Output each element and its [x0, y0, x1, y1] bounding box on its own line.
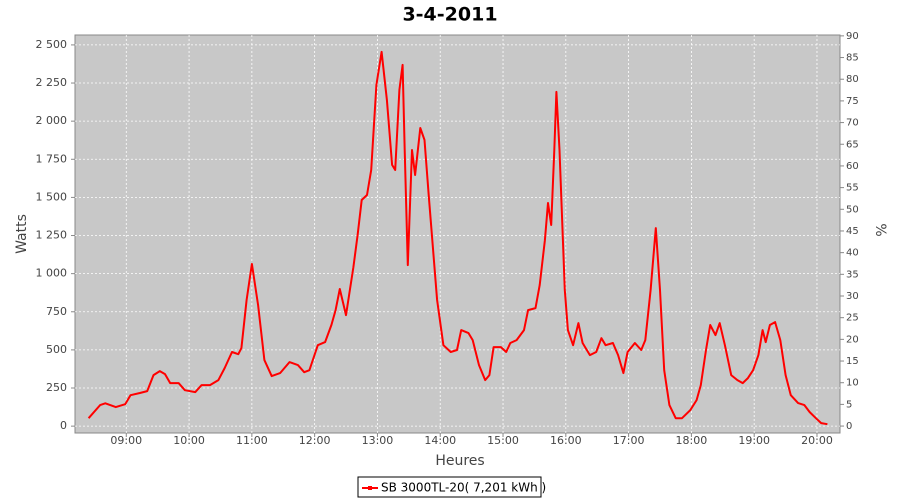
- x-tick-label: 14:00: [424, 434, 456, 447]
- x-tick-label: 20:00: [801, 434, 833, 447]
- y2-tick-label: 65: [846, 139, 859, 150]
- legend-label: SB 3000TL-20( 7,201 kWh ): [381, 481, 546, 495]
- y2-tick-label: 0: [846, 421, 852, 432]
- y2-tick-label: 35: [846, 269, 859, 280]
- y2-tick-label: 80: [846, 74, 859, 85]
- y-tick-label: 500: [46, 343, 67, 356]
- y-tick-label: 2 000: [36, 114, 68, 127]
- y-tick-label: 0: [60, 419, 67, 432]
- y2-tick-label: 45: [846, 226, 859, 237]
- y2-tick-label: 15: [846, 356, 859, 367]
- legend-swatch-marker: [368, 486, 372, 490]
- chart-title: 3-4-2011: [402, 4, 497, 26]
- x-tick-label: 13:00: [362, 434, 394, 447]
- y-axis-label: Watts: [14, 214, 30, 254]
- legend-box: [357, 476, 542, 498]
- y2-tick-label: 25: [846, 313, 859, 324]
- y2-tick-label: 30: [846, 291, 859, 302]
- x-tick-label: 10:00: [173, 434, 205, 447]
- x-axis-label: Heures: [435, 453, 484, 469]
- plot-area: [74, 34, 841, 434]
- y-tick-label: 2 250: [36, 76, 68, 89]
- y2-tick-label: 60: [846, 161, 859, 172]
- series-line: [87, 50, 828, 426]
- y2-tick-label: 85: [846, 53, 859, 64]
- x-tick-label: 12:00: [299, 434, 331, 447]
- y2-tick-label: 40: [846, 248, 859, 259]
- y2-tick-label: 70: [846, 118, 859, 129]
- y2-tick-label: 10: [846, 378, 859, 389]
- marks: [87, 50, 828, 426]
- x-tick-label: 17:00: [613, 434, 645, 447]
- x-tick-label: 19:00: [738, 434, 770, 447]
- y-tick-label: 750: [46, 305, 67, 318]
- y2-axis-label: %: [872, 223, 888, 236]
- y-tick-label: 250: [46, 381, 67, 394]
- y2-tick-label: 50: [846, 204, 859, 215]
- y-tick-label: 1 250: [36, 229, 68, 242]
- y-tick-label: 1 000: [36, 267, 68, 280]
- y-tick-label: 2 500: [36, 38, 68, 51]
- y2-tick-label: 5: [846, 399, 852, 410]
- y-tick-label: 1 500: [36, 190, 68, 203]
- x-tick-label: 09:00: [110, 434, 142, 447]
- y2-tick-label: 75: [846, 96, 859, 107]
- y2-tick-label: 20: [846, 334, 859, 345]
- x-tick-label: 11:00: [236, 434, 268, 447]
- y2-tick-label: 55: [846, 183, 859, 194]
- x-tick-label: 18:00: [676, 434, 708, 447]
- y-tick-label: 1 750: [36, 152, 68, 165]
- grid: [75, 35, 840, 433]
- x-tick-label: 16:00: [550, 434, 582, 447]
- y2-tick-label: 90: [846, 31, 859, 42]
- x-tick-label: 15:00: [487, 434, 519, 447]
